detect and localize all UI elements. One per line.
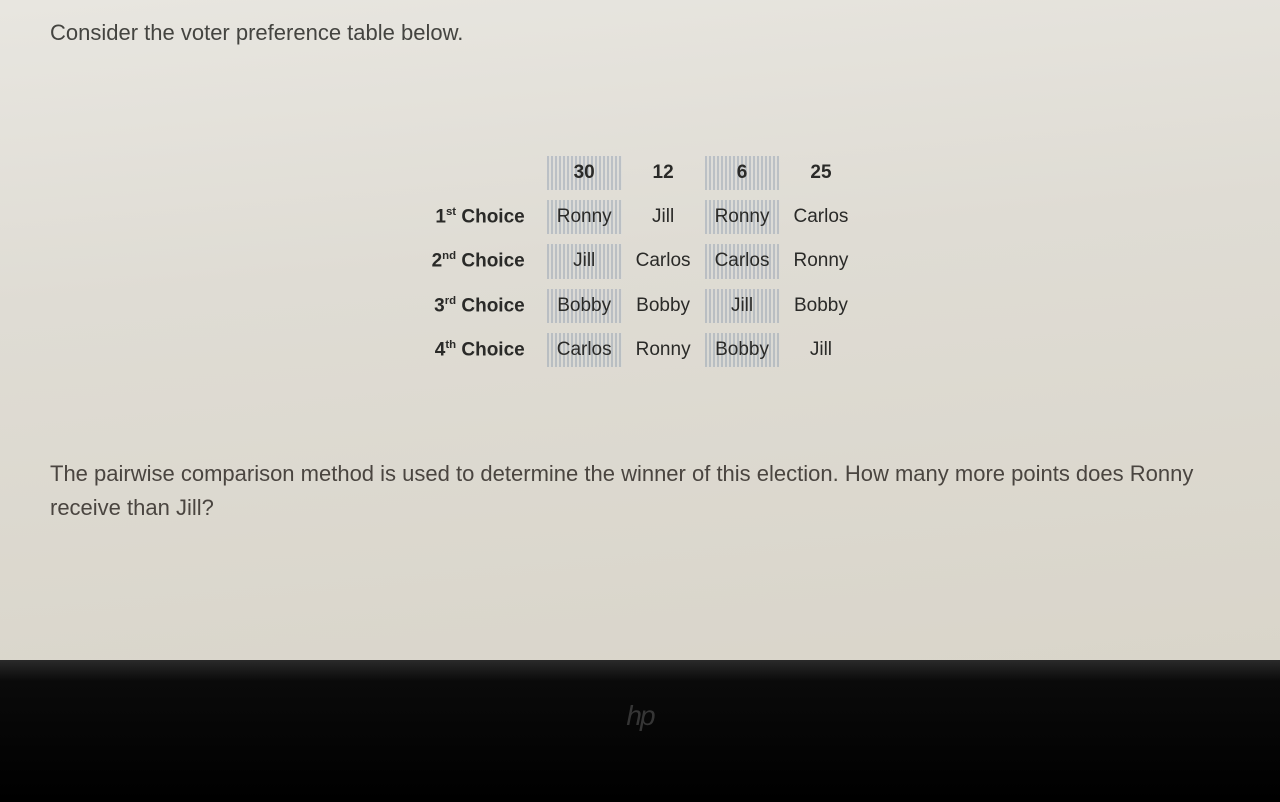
cell-2-1: Jill <box>547 244 622 278</box>
table-row-counts: 30 12 6 25 <box>422 156 859 190</box>
cell-4-4: Jill <box>783 333 858 367</box>
table-row-choice1: 1st Choice Ronny Jill Ronny Carlos <box>422 200 859 234</box>
table-row-choice4: 4th Choice Carlos Ronny Bobby Jill <box>422 333 859 367</box>
cell-2-4: Ronny <box>783 244 858 278</box>
question-paragraph: The pairwise comparison method is used t… <box>50 457 1230 525</box>
cell-3-3: Jill <box>705 289 780 323</box>
cell-4-2: Ronny <box>626 333 701 367</box>
question-content-area: Consider the voter preference table belo… <box>0 0 1280 660</box>
voter-count-col4: 25 <box>783 156 858 190</box>
row-label-4th: 4th Choice <box>422 333 543 367</box>
voter-preference-table: 30 12 6 25 1st Choice Ronny Jill Ronny C… <box>418 146 863 377</box>
cell-3-1: Bobby <box>547 289 622 323</box>
row-label-1st: 1st Choice <box>422 200 543 234</box>
cell-1-3: Ronny <box>705 200 780 234</box>
table-row-choice2: 2nd Choice Jill Carlos Carlos Ronny <box>422 244 859 278</box>
cell-4-1: Carlos <box>547 333 622 367</box>
row-label-blank <box>422 156 543 190</box>
row-label-2nd: 2nd Choice <box>422 244 543 278</box>
cell-1-2: Jill <box>626 200 701 234</box>
voter-count-col1: 30 <box>547 156 622 190</box>
preference-table-container: 30 12 6 25 1st Choice Ronny Jill Ronny C… <box>50 146 1230 377</box>
voter-count-col3: 6 <box>705 156 780 190</box>
cell-4-3: Bobby <box>705 333 780 367</box>
voter-count-col2: 12 <box>626 156 701 190</box>
hp-logo-icon: hp <box>626 700 653 732</box>
cell-2-3: Carlos <box>705 244 780 278</box>
table-row-choice3: 3rd Choice Bobby Bobby Jill Bobby <box>422 289 859 323</box>
cell-1-4: Carlos <box>783 200 858 234</box>
intro-paragraph: Consider the voter preference table belo… <box>50 20 1230 46</box>
cell-3-4: Bobby <box>783 289 858 323</box>
cell-1-1: Ronny <box>547 200 622 234</box>
cell-2-2: Carlos <box>626 244 701 278</box>
cell-3-2: Bobby <box>626 289 701 323</box>
monitor-bezel: hp <box>0 660 1280 802</box>
row-label-3rd: 3rd Choice <box>422 289 543 323</box>
